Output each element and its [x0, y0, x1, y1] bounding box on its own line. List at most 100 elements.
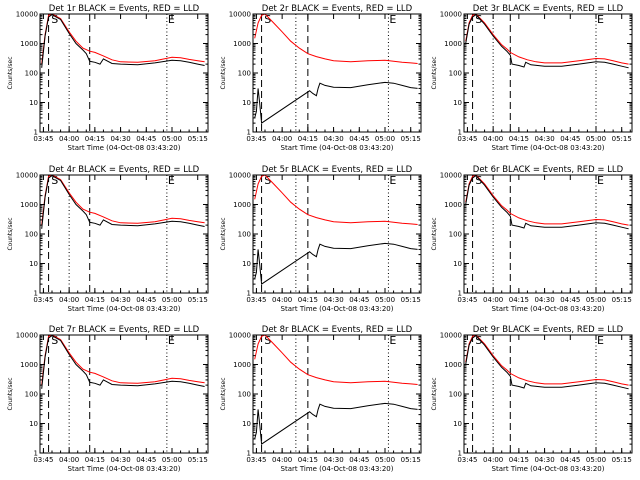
events-series-line [254, 81, 418, 124]
events-series-line [41, 175, 205, 229]
x-axis-label: Start Time (04-Oct-08 03:43:20) [68, 465, 181, 473]
x-tick-label: 04:00 [59, 456, 79, 464]
x-tick-label: 03:45 [33, 296, 53, 304]
events-series-line [41, 335, 205, 389]
x-tick-label: 04:15 [85, 135, 105, 143]
x-tick-label: 05:00 [375, 135, 395, 143]
y-axis-label: Counts/sec [431, 217, 438, 250]
marker-S: S [475, 13, 482, 26]
x-axis-label: Start Time (04-Oct-08 03:43:20) [281, 144, 394, 152]
y-tick-label: 1 [458, 129, 462, 137]
y-tick-label: 10 [453, 260, 462, 268]
x-tick-label: 05:00 [586, 456, 606, 464]
events-series-line [41, 14, 205, 68]
plot-frame [39, 334, 209, 454]
x-tick-label: 05:15 [401, 135, 421, 143]
x-tick-label: 05:00 [162, 296, 182, 304]
x-tick-label: 04:15 [298, 135, 318, 143]
x-tick-label: 04:00 [272, 456, 292, 464]
x-axis-label: Start Time (04-Oct-08 03:43:20) [281, 465, 394, 473]
events-series-line [254, 242, 418, 285]
y-tick-label: 10 [453, 99, 462, 107]
y-tick-label: 10000 [16, 172, 38, 180]
y-tick-label: 10 [29, 260, 38, 268]
panel-title: Det 5r BLACK = Events, RED = LLD [262, 165, 413, 175]
lld-series-line [41, 175, 205, 226]
panel-title: Det 1r BLACK = Events, RED = LLD [49, 4, 200, 14]
marker-E: E [168, 174, 175, 187]
panel-title: Det 3r BLACK = Events, RED = LLD [473, 4, 624, 14]
marker-S: S [475, 174, 482, 187]
y-tick-label: 1000 [233, 40, 251, 48]
x-tick-label: 05:15 [612, 135, 632, 143]
y-tick-label: 10 [453, 420, 462, 428]
y-tick-label: 10000 [440, 11, 462, 19]
x-tick-label: 04:00 [272, 135, 292, 143]
y-tick-label: 100 [25, 70, 38, 78]
x-tick-label: 04:45 [136, 296, 156, 304]
x-tick-label: 04:45 [349, 456, 369, 464]
events-series-line [465, 335, 629, 390]
plot-frame [463, 13, 633, 133]
y-tick-label: 1 [458, 450, 462, 458]
y-tick-label: 1 [458, 290, 462, 298]
x-tick-label: 05:15 [612, 456, 632, 464]
y-axis-label: Counts/sec [7, 377, 14, 410]
y-tick-label: 1 [34, 129, 38, 137]
lld-series-line [465, 14, 629, 65]
y-axis-label: Counts/sec [431, 377, 438, 410]
x-tick-label: 05:00 [586, 135, 606, 143]
x-tick-label: 04:45 [136, 456, 156, 464]
marker-S: S [264, 334, 271, 347]
x-tick-label: 04:00 [272, 296, 292, 304]
x-tick-label: 05:00 [162, 135, 182, 143]
lld-series-line [254, 14, 418, 64]
x-tick-label: 04:00 [59, 135, 79, 143]
events-series-line [254, 402, 418, 445]
y-tick-label: 10000 [229, 332, 251, 340]
panel-title: Det 7r BLACK = Events, RED = LLD [49, 325, 200, 335]
y-tick-label: 100 [238, 391, 251, 399]
y-tick-label: 1000 [20, 361, 38, 369]
x-tick-label: 04:15 [85, 456, 105, 464]
x-tick-label: 05:15 [188, 296, 208, 304]
y-tick-label: 1000 [444, 40, 462, 48]
x-tick-label: 04:15 [298, 296, 318, 304]
marker-E: E [389, 334, 396, 347]
panel-title: Det 2r BLACK = Events, RED = LLD [262, 4, 413, 14]
marker-E: E [168, 334, 175, 347]
marker-S: S [264, 13, 271, 26]
panel-title: Det 4r BLACK = Events, RED = LLD [49, 165, 200, 175]
x-tick-label: 04:15 [509, 135, 529, 143]
x-tick-label: 04:45 [349, 296, 369, 304]
x-tick-label: 05:00 [162, 456, 182, 464]
x-tick-label: 04:00 [483, 456, 503, 464]
x-tick-label: 04:15 [298, 456, 318, 464]
x-tick-label: 04:45 [136, 135, 156, 143]
panel-title: Det 9r BLACK = Events, RED = LLD [473, 325, 624, 335]
y-axis-label: Counts/sec [220, 56, 227, 89]
x-axis-label: Start Time (04-Oct-08 03:43:20) [68, 305, 181, 313]
y-tick-label: 1 [34, 450, 38, 458]
y-tick-label: 1000 [20, 201, 38, 209]
marker-E: E [389, 174, 396, 187]
x-tick-label: 03:45 [246, 456, 266, 464]
marker-E: E [597, 174, 604, 187]
y-tick-label: 100 [25, 231, 38, 239]
x-axis-label: Start Time (04-Oct-08 03:43:20) [492, 144, 605, 152]
y-tick-label: 10 [242, 420, 251, 428]
plot-frame [463, 334, 633, 454]
x-tick-label: 03:45 [33, 456, 53, 464]
x-tick-label: 05:15 [401, 296, 421, 304]
x-axis-label: Start Time (04-Oct-08 03:43:20) [281, 305, 394, 313]
x-tick-label: 05:00 [375, 456, 395, 464]
x-tick-label: 04:30 [110, 296, 130, 304]
x-tick-label: 04:30 [534, 296, 554, 304]
y-tick-label: 10000 [440, 172, 462, 180]
